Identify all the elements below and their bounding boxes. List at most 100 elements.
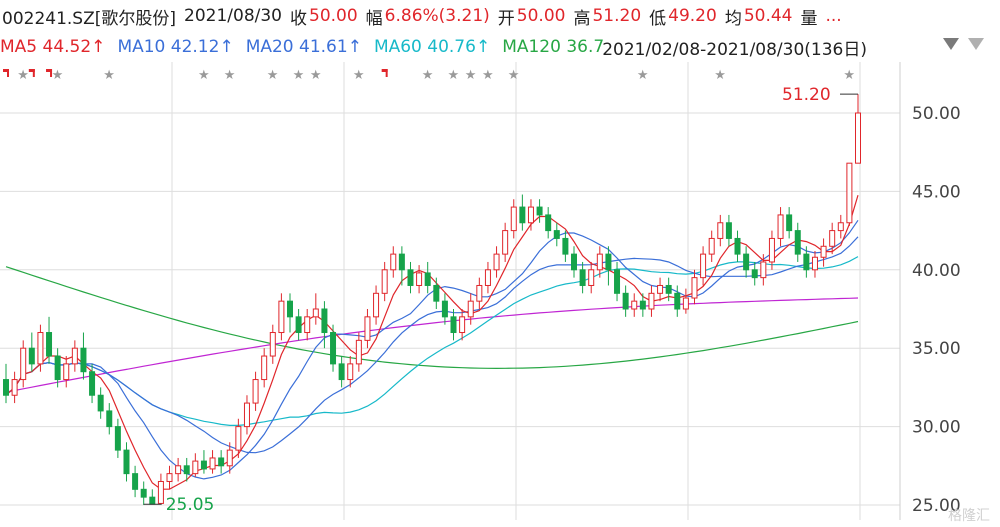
candle-body (829, 230, 836, 247)
candle-body (390, 253, 397, 271)
candle-body (226, 449, 233, 467)
candle-body (287, 300, 293, 318)
y-tick-label: 35.00 (912, 339, 961, 359)
candle-body (614, 269, 621, 294)
more-menu[interactable]: ... (825, 6, 842, 26)
candle-body (54, 355, 61, 381)
event-star-icon: ★ (17, 68, 29, 83)
candle-body (71, 347, 78, 365)
event-star-icon: ★ (353, 68, 365, 83)
candle-body (11, 379, 18, 396)
candle-body (166, 473, 173, 482)
candle-body (149, 496, 156, 505)
stock-code[interactable]: 002241.SZ[歌尔股份] (2, 8, 177, 29)
candle-body (89, 371, 96, 396)
event-star-icon: ★ (448, 68, 460, 83)
candle-body (855, 112, 861, 164)
event-star-icon: ★ (482, 68, 494, 83)
candle-body (192, 460, 199, 475)
event-star-icon: ★ (637, 68, 649, 83)
candle-body (46, 332, 53, 357)
candle-body (760, 261, 767, 279)
candle-body (682, 297, 689, 310)
ma250-line (5, 297, 859, 393)
candle-body (493, 253, 500, 271)
event-star-icon: ★ (843, 68, 855, 83)
candle-body (295, 316, 302, 334)
y-tick-label: 50.00 (912, 104, 961, 124)
candle-body (536, 206, 543, 216)
open-label: 开 (497, 8, 515, 29)
candle-body (364, 316, 371, 341)
candle-body (140, 488, 147, 498)
candle-body (278, 300, 285, 334)
low-label: 低 (649, 8, 667, 29)
candle-body (20, 347, 27, 381)
candle-body (330, 332, 337, 365)
candle-body (691, 277, 698, 299)
candle-body (132, 473, 139, 490)
candle-body (837, 222, 844, 232)
candle-body (97, 394, 104, 412)
date-range: 2021/02/08-2021/08/30(136日) (602, 39, 867, 60)
candle-body (416, 272, 423, 286)
high-value: 51.20 (592, 6, 642, 26)
event-star-icon: ★ (293, 68, 305, 83)
event-star-icon: ★ (224, 68, 236, 83)
avg-value: 50.44 (743, 6, 793, 26)
candle-body (243, 402, 250, 428)
candle-body (743, 253, 750, 271)
candle-body (631, 300, 638, 310)
dropdown-triangle-icon[interactable] (943, 38, 959, 50)
candle-body (37, 332, 44, 365)
candle-body (553, 230, 560, 239)
candle-body (484, 269, 491, 286)
candle-body (527, 206, 534, 224)
candle-body (476, 284, 483, 302)
event-flag-icon (3, 69, 9, 72)
candle-body (441, 300, 448, 318)
candle-body (467, 300, 474, 318)
event-flag-icon (385, 69, 388, 77)
candle-body (648, 292, 655, 310)
candle-body (3, 379, 9, 396)
collapse-triangle-icon[interactable] (968, 38, 984, 50)
candle-body (218, 457, 225, 467)
event-star-icon: ★ (508, 68, 520, 83)
event-flag-icon (7, 69, 9, 77)
candle-body (725, 222, 732, 239)
event-star-icon: ★ (422, 68, 434, 83)
candle-body (717, 222, 724, 239)
candle-body (450, 316, 457, 334)
candle-body (579, 269, 586, 286)
candle-body (304, 316, 311, 334)
ma120-label: MA120 36.7 (502, 37, 605, 57)
candle-body (157, 480, 164, 504)
candle-body (639, 300, 646, 310)
ma10-label: MA10 42.12↑ (117, 37, 234, 57)
candle-body (768, 237, 775, 263)
candle-body (407, 269, 414, 286)
low-value: 49.20 (668, 6, 717, 26)
candle-body (175, 465, 182, 475)
y-tick-label: 40.00 (912, 261, 961, 281)
y-tick-label: 45.00 (912, 182, 961, 202)
close-value: 50.00 (309, 6, 358, 26)
candle-body (605, 253, 612, 271)
low-annotation-label: 25.05 (166, 495, 215, 515)
candle-body (269, 332, 276, 357)
candle-body (786, 214, 793, 232)
candle-body (622, 292, 629, 310)
candle-body (28, 347, 35, 365)
candle-body (700, 253, 707, 279)
candle-body (657, 284, 664, 294)
event-star-icon: ★ (103, 68, 115, 83)
event-star-icon: ★ (714, 68, 726, 83)
event-flag-icon (50, 69, 53, 77)
candle-body (200, 460, 207, 470)
candle-body (545, 214, 552, 232)
event-flag-icon (46, 69, 53, 72)
high-annotation-label: 51.20 (782, 85, 831, 105)
